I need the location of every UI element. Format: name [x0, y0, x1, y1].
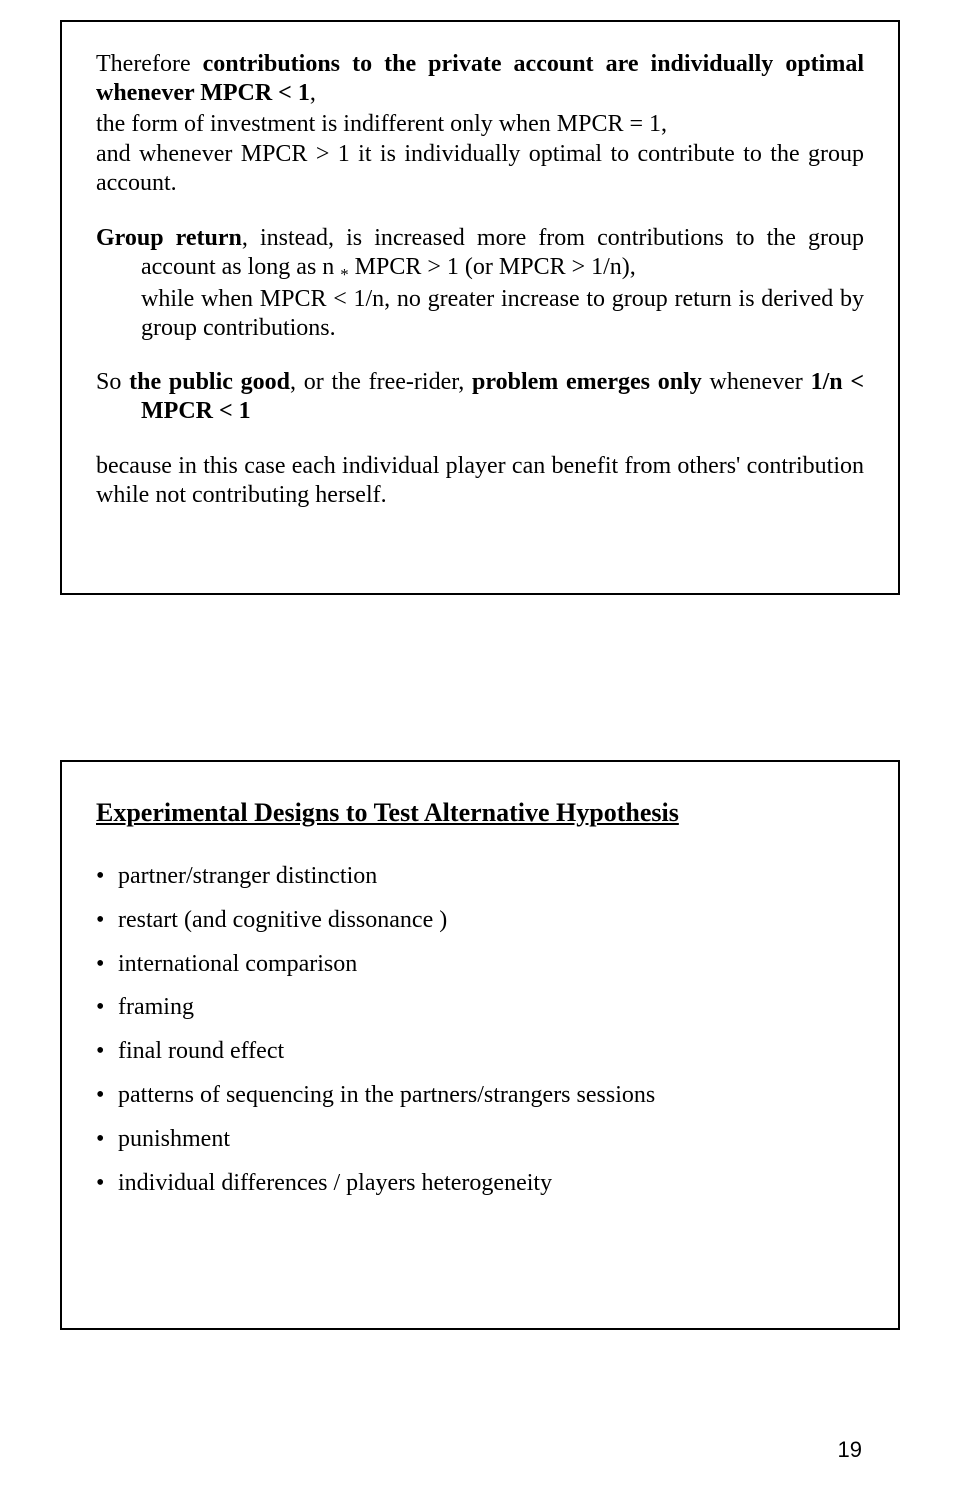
bottom-box: Experimental Designs to Test Alternative…	[60, 760, 900, 1330]
list-item: individual differences / players heterog…	[96, 1169, 864, 1198]
p5-t5: whenever	[702, 369, 811, 395]
list-item: framing	[96, 993, 864, 1022]
p5-t2: the public good	[129, 369, 290, 395]
p5-t1: So	[96, 369, 129, 395]
p5-t3: , or the free-rider,	[290, 369, 472, 395]
p4-sub: *	[340, 265, 348, 284]
p1-t3: ,	[310, 80, 316, 106]
list-item: restart (and cognitive dissonance )	[96, 906, 864, 935]
p1-t1: Therefore	[96, 51, 203, 77]
paragraph-6: because in this case each individual pla…	[96, 452, 864, 510]
list-item: partner/stranger distinction	[96, 862, 864, 891]
p4-t3: while when MPCR < 1/n, no greater increa…	[141, 286, 864, 341]
list-item: patterns of sequencing in the partners/s…	[96, 1081, 864, 1110]
box2-heading: Experimental Designs to Test Alternative…	[96, 798, 864, 828]
paragraph-3: and whenever MPCR > 1 it is individually…	[96, 140, 864, 198]
paragraph-5: So the public good, or the free-rider, p…	[96, 368, 864, 426]
paragraph-4: Group return, instead, is increased more…	[96, 224, 864, 342]
page-number: 19	[838, 1437, 862, 1463]
p4-bold: Group return	[96, 225, 242, 251]
list-item: international comparison	[96, 950, 864, 979]
top-box: Therefore contributions to the private a…	[60, 20, 900, 595]
paragraph-1: Therefore contributions to the private a…	[96, 50, 864, 108]
paragraph-2: the form of investment is indifferent on…	[96, 110, 864, 139]
bullet-list: partner/stranger distinction restart (an…	[96, 862, 864, 1197]
p4-t2b: MPCR > 1 (or MPCR > 1/n),	[349, 254, 636, 280]
p5-t4: problem emerges only	[472, 369, 702, 395]
list-item: final round effect	[96, 1037, 864, 1066]
list-item: punishment	[96, 1125, 864, 1154]
p1-bold: contributions to the private account are…	[96, 51, 864, 106]
